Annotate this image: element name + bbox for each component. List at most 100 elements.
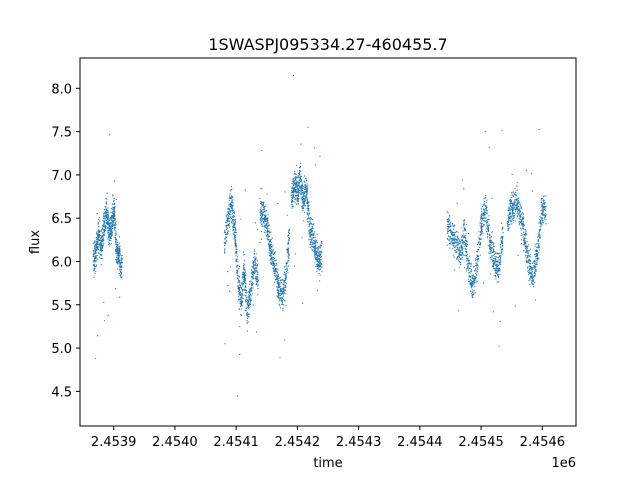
data-point	[483, 198, 485, 200]
data-point	[539, 237, 541, 239]
data-point	[101, 240, 103, 242]
data-point	[279, 293, 281, 295]
data-point	[529, 258, 531, 260]
data-point	[475, 268, 477, 270]
data-point	[518, 223, 521, 225]
data-point	[481, 227, 483, 229]
data-point	[458, 259, 460, 261]
data-point	[234, 229, 236, 231]
data-point	[447, 223, 449, 226]
data-point	[457, 310, 459, 312]
data-point	[534, 270, 536, 272]
data-point	[536, 246, 538, 248]
data-point	[111, 221, 113, 223]
data-point	[98, 248, 100, 251]
data-point	[529, 267, 532, 269]
data-point	[543, 208, 546, 210]
data-point	[545, 195, 547, 197]
data-point	[95, 250, 97, 252]
data-point	[533, 286, 535, 288]
data-point	[301, 199, 304, 201]
data-point	[527, 244, 530, 246]
data-point	[103, 215, 105, 218]
data-point	[282, 291, 284, 294]
data-point	[236, 251, 238, 253]
data-point	[274, 269, 276, 271]
data-point	[482, 213, 484, 215]
data-point	[529, 272, 531, 274]
data-point	[230, 202, 232, 204]
data-point	[509, 205, 511, 207]
data-point	[514, 209, 517, 211]
data-point	[523, 238, 526, 240]
data-point	[494, 258, 496, 260]
data-point	[296, 189, 298, 191]
data-point	[452, 254, 454, 256]
data-point	[295, 191, 297, 193]
data-point	[298, 192, 300, 194]
data-point	[479, 254, 481, 256]
data-point	[464, 242, 466, 244]
data-point	[316, 252, 318, 255]
data-point	[519, 210, 521, 212]
data-point	[232, 221, 234, 223]
data-point	[97, 241, 99, 243]
data-point	[101, 249, 104, 251]
data-point	[238, 267, 240, 269]
data-point	[468, 267, 470, 269]
data-point	[495, 267, 497, 269]
data-point	[115, 235, 117, 237]
data-point	[269, 240, 271, 243]
data-point	[107, 314, 109, 316]
x-tick-label: 2.4543	[336, 435, 382, 450]
data-point	[493, 242, 495, 244]
data-point	[316, 242, 319, 244]
data-point	[280, 290, 283, 292]
data-point	[480, 234, 482, 236]
data-point	[497, 270, 500, 272]
data-point	[281, 279, 283, 281]
data-point	[108, 217, 110, 219]
data-point	[111, 233, 113, 235]
data-point	[231, 213, 234, 215]
data-point	[271, 253, 273, 255]
data-point	[114, 288, 116, 290]
data-point	[516, 207, 518, 209]
data-point	[243, 264, 245, 266]
data-point	[98, 231, 100, 233]
data-point	[117, 252, 119, 254]
data-point	[447, 232, 449, 234]
data-point	[464, 229, 466, 231]
data-point	[319, 245, 321, 247]
data-point	[525, 237, 527, 239]
data-point	[470, 275, 472, 278]
data-point	[246, 306, 248, 308]
data-point	[538, 222, 540, 224]
data-point	[513, 216, 515, 218]
data-point	[101, 227, 104, 229]
data-point	[465, 233, 467, 235]
data-point	[261, 188, 263, 190]
data-point	[466, 263, 468, 265]
data-point	[228, 230, 230, 232]
data-point	[277, 202, 279, 205]
data-point	[533, 283, 535, 285]
data-point	[242, 272, 244, 274]
data-point	[268, 231, 271, 233]
data-point	[269, 255, 272, 257]
data-point	[287, 235, 289, 237]
data-point	[523, 239, 525, 241]
data-point	[225, 214, 227, 216]
data-point	[115, 241, 117, 243]
data-point	[502, 236, 504, 238]
data-point	[111, 225, 113, 227]
data-point	[305, 199, 307, 201]
data-point	[106, 215, 108, 217]
data-point	[456, 202, 458, 204]
data-point	[531, 278, 533, 280]
data-point	[540, 201, 542, 204]
data-point	[226, 227, 228, 230]
data-point	[248, 281, 251, 283]
x-tick-label: 2.4542	[275, 435, 321, 450]
data-point	[499, 273, 501, 275]
